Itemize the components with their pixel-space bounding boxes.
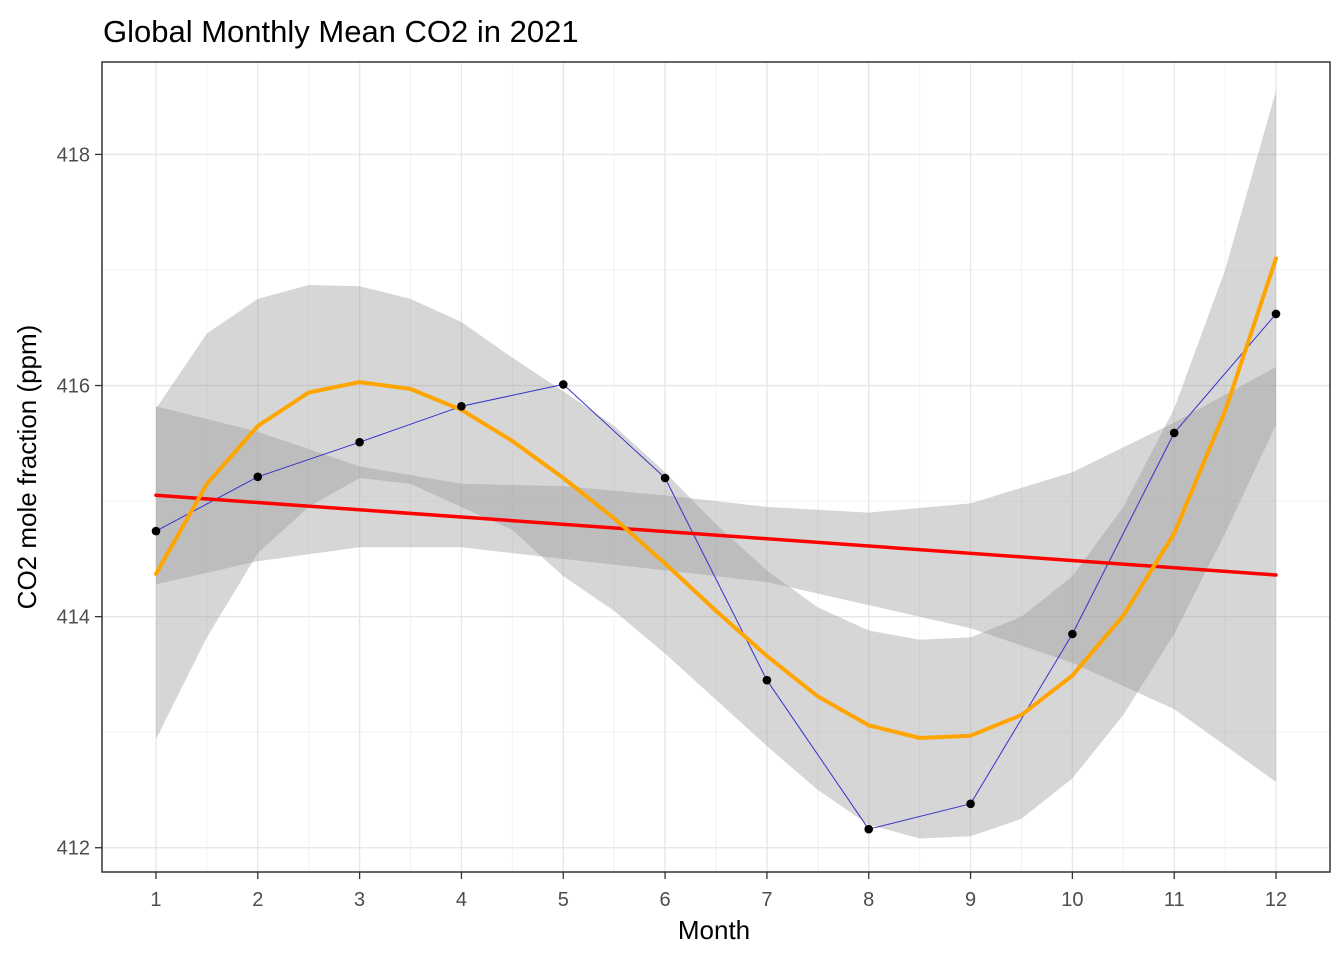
- x-tick-label: 1: [150, 889, 161, 911]
- minor-gridlines: [102, 62, 1330, 872]
- data-point: [151, 526, 161, 536]
- series-lines: [154, 256, 1278, 830]
- x-tick-label: 4: [456, 889, 467, 911]
- y-tick-label: 418: [57, 144, 90, 166]
- linear-fit-line: [154, 493, 1278, 577]
- x-tick-label: 6: [660, 889, 671, 911]
- x-tick-label: 10: [1061, 889, 1083, 911]
- y-tick-label: 416: [57, 376, 90, 398]
- data-point: [355, 437, 364, 447]
- x-tick-label: 11: [1164, 889, 1185, 911]
- linear-fit-band: [156, 367, 1276, 782]
- data-point: [966, 799, 975, 809]
- x-tick-label: 2: [252, 889, 263, 911]
- x-tick-label: 8: [863, 889, 874, 911]
- data-point: [559, 380, 568, 389]
- data-point: [864, 824, 873, 834]
- data-point: [762, 675, 772, 685]
- data-point: [253, 472, 263, 482]
- y-axis: 412 414 416 418: [57, 144, 102, 860]
- data-points: [151, 309, 1281, 834]
- y-tick-label: 412: [57, 838, 90, 860]
- x-tick-label: 7: [761, 889, 772, 911]
- data-point: [660, 473, 670, 483]
- observed-line: [155, 313, 1277, 830]
- data-point: [1068, 629, 1077, 639]
- major-gridlines: [102, 62, 1330, 872]
- x-axis-label: Month: [678, 915, 750, 945]
- data-point: [457, 402, 466, 411]
- x-tick-label: 12: [1265, 889, 1287, 911]
- x-tick-label: 9: [965, 889, 976, 911]
- x-axis: 1 2 3 4 5 6 7 8 9 10 11 12: [150, 872, 1287, 911]
- chart-title: Global Monthly Mean CO2 in 2021: [103, 14, 579, 49]
- confidence-bands: [156, 90, 1276, 839]
- polynomial-fit-line: [154, 256, 1278, 740]
- plot-border: [101, 61, 1331, 873]
- x-tick-label: 3: [354, 889, 365, 911]
- x-tick-label: 5: [558, 889, 569, 911]
- data-point: [1169, 428, 1179, 438]
- polynomial-fit-band: [156, 90, 1276, 839]
- y-axis-label: CO2 mole fraction (ppm): [12, 325, 42, 610]
- data-point: [1271, 309, 1281, 319]
- y-tick-label: 414: [57, 607, 90, 629]
